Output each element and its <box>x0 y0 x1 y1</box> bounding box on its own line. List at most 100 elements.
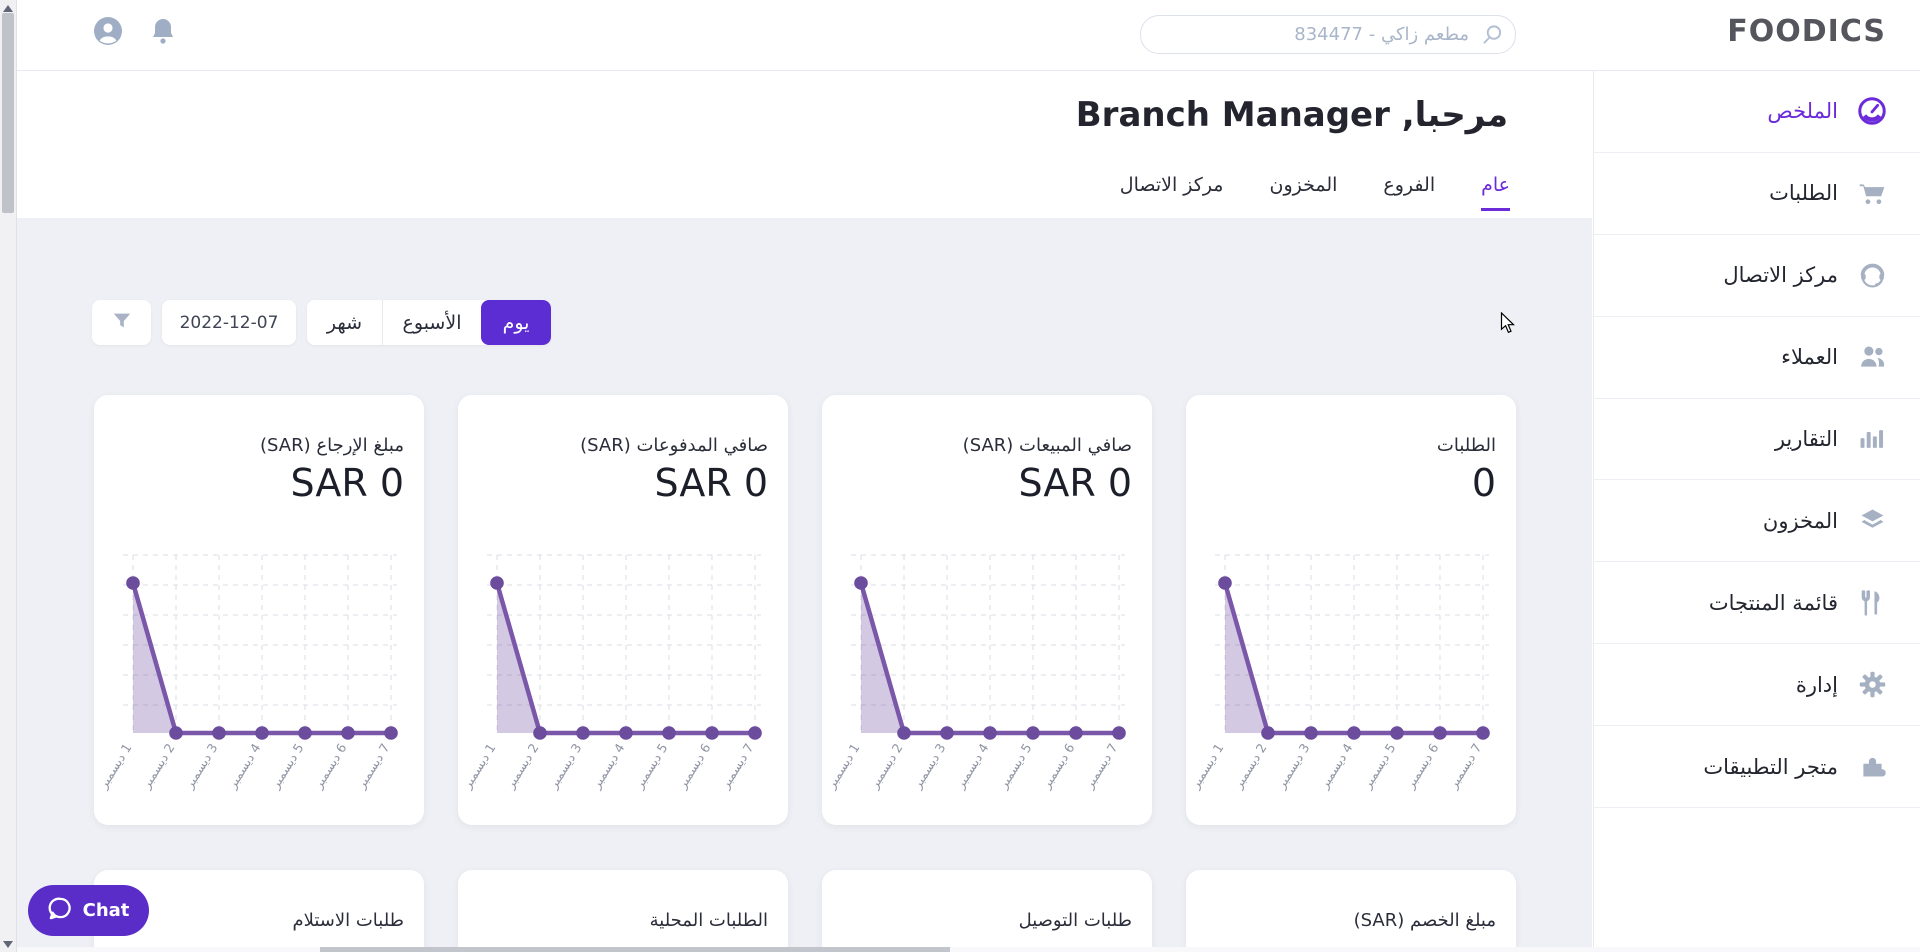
stat-card-2: صافي المدفوعات (SAR) SAR 0 1 ديسمبر 2 ديسمب… <box>458 395 788 825</box>
x-axis-label: 1 ديسمبر <box>823 741 864 793</box>
sidebar-item-label: مركز الاتصال <box>1723 263 1838 288</box>
cart-icon <box>1855 176 1889 210</box>
sidebar-item-label: متجر التطبيقات <box>1703 754 1838 779</box>
x-axis-label: 7 ديسمبر <box>1081 741 1122 793</box>
utensils-icon <box>1855 586 1889 620</box>
scroll-down-arrow[interactable] <box>3 941 13 948</box>
search-input[interactable] <box>1140 15 1516 54</box>
sidebar-item-0[interactable]: الملخص <box>1594 71 1920 153</box>
stat-card-value: SAR 0 <box>290 461 404 505</box>
stat-card-title: صافي المدفوعات (SAR) <box>580 435 768 456</box>
sidebar-item-label: المخزون <box>1762 508 1838 533</box>
sidebar: الملخص الطلبات مركز الاتصال العملاء التقارير… <box>1593 71 1920 952</box>
x-axis-label: 5 ديسمبر <box>1359 741 1400 793</box>
chat-button[interactable]: Chat <box>28 885 149 936</box>
tab-1[interactable]: الفروع <box>1383 174 1436 196</box>
stat-card-value: SAR 0 <box>654 461 768 505</box>
sidebar-item-label: الملخص <box>1767 99 1838 124</box>
stat-card-title: صافي المبيعات (SAR) <box>962 435 1132 456</box>
horizontal-scrollbar-thumb[interactable] <box>320 947 950 952</box>
x-axis-label: 7 ديسمبر <box>1445 741 1486 793</box>
chat-label: Chat <box>82 900 130 921</box>
sidebar-item-label: العملاء <box>1781 345 1838 370</box>
x-axis-label: 6 ديسمبر <box>310 741 351 793</box>
vertical-scrollbar-thumb[interactable] <box>2 13 14 213</box>
avatar-icon[interactable] <box>93 16 123 46</box>
main-area: مرحبا, Branch Manager عام الفروع المخزون مر… <box>0 71 1592 952</box>
stat-card-title: الطلبات <box>1436 435 1496 456</box>
sidebar-item-4[interactable]: التقارير <box>1594 399 1920 481</box>
filter-row: 2022-12-07 يوم الأسبوع شهر <box>92 300 551 345</box>
search-icon <box>1482 24 1503 45</box>
period-button-2[interactable]: شهر <box>307 300 383 345</box>
period-button-0[interactable]: يوم <box>481 300 551 345</box>
x-axis-label: 1 ديسمبر <box>459 741 500 793</box>
x-axis-label: 5 ديسمبر <box>267 741 308 793</box>
horizontal-scrollbar <box>17 947 1920 952</box>
sidebar-item-5[interactable]: المخزون <box>1594 480 1920 563</box>
tab-bar: عام الفروع المخزون مركز الاتصال <box>1120 174 1510 211</box>
mini-area-chart: 1 ديسمبر 2 ديسمبر 3 ديسمبر 4 ديسمبر 5 ديسمبر… <box>1187 554 1490 793</box>
funnel-icon <box>111 310 133 336</box>
x-axis-label: 5 ديسمبر <box>995 741 1036 793</box>
layers-icon <box>1855 504 1889 538</box>
gear-icon <box>1855 668 1889 702</box>
x-axis-label: 3 ديسمبر <box>909 741 950 793</box>
x-axis-label: 3 ديسمبر <box>181 741 222 793</box>
tab-0[interactable]: عام <box>1481 174 1510 211</box>
x-axis-label: 6 ديسمبر <box>1402 741 1443 793</box>
x-axis-label: 5 ديسمبر <box>631 741 672 793</box>
stat-card-row2-3: طلبات الاستلام <box>94 870 424 952</box>
mini-area-chart: 1 ديسمبر 2 ديسمبر 3 ديسمبر 4 ديسمبر 5 ديسمبر… <box>459 554 762 793</box>
stat-card-1: صافي المبيعات (SAR) SAR 0 1 ديسمبر 2 ديسمبر… <box>822 395 1152 825</box>
sidebar-item-6[interactable]: قائمة المنتجات <box>1594 562 1920 645</box>
period-button-1[interactable]: الأسبوع <box>383 300 481 345</box>
bell-icon[interactable] <box>148 16 178 46</box>
sidebar-item-label: التقارير <box>1774 427 1838 451</box>
sidebar-item-2[interactable]: مركز الاتصال <box>1594 235 1920 317</box>
tab-3[interactable]: مركز الاتصال <box>1119 174 1224 196</box>
stat-card-row2-2: الطلبات المحلية <box>458 870 788 952</box>
x-axis-label: 2 ديسمبر <box>1230 741 1271 793</box>
sidebar-item-label: قائمة المنتجات <box>1708 590 1838 615</box>
stat-card-title: مبلغ الإرجاع (SAR) <box>259 435 404 456</box>
mini-area-chart: 1 ديسمبر 2 ديسمبر 3 ديسمبر 4 ديسمبر 5 ديسمبر… <box>823 554 1126 793</box>
stat-card-0: الطلبات 0 1 ديسمبر 2 ديسمبر 3 ديسمبر 4 ديسمبر… <box>1186 395 1516 825</box>
bar-chart-icon <box>1855 422 1889 456</box>
chat-bubble-icon <box>48 896 73 926</box>
sidebar-item-7[interactable]: إدارة <box>1594 644 1920 727</box>
speedometer-icon <box>1855 94 1889 128</box>
stat-card-title: طلبات الاستلام <box>292 910 404 931</box>
sidebar-item-1[interactable]: الطلبات <box>1594 153 1920 235</box>
x-axis-label: 7 ديسمبر <box>353 741 394 793</box>
scroll-up-arrow[interactable] <box>3 5 13 12</box>
x-axis-label: 6 ديسمبر <box>674 741 715 793</box>
sidebar-item-8[interactable]: متجر التطبيقات <box>1594 726 1920 809</box>
x-axis-label: 6 ديسمبر <box>1038 741 1079 793</box>
puzzle-icon <box>1855 750 1889 784</box>
stat-card-row2-0: مبلغ الخصم (SAR) <box>1186 870 1516 952</box>
sidebar-item-label: الطلبات <box>1769 181 1838 206</box>
sidebar-item-label: إدارة <box>1795 672 1838 697</box>
filter-button[interactable] <box>92 300 151 345</box>
search-field <box>1140 15 1516 54</box>
sidebar-item-3[interactable]: العملاء <box>1594 317 1920 399</box>
stat-card-value: SAR 0 <box>1018 461 1132 505</box>
period-segmented-control: يوم الأسبوع شهر <box>307 300 551 345</box>
x-axis-label: 4 ديسمبر <box>224 741 265 793</box>
x-axis-label: 2 ديسمبر <box>502 741 543 793</box>
stat-card-title: الطلبات المحلية <box>649 910 768 931</box>
x-axis-label: 1 ديسمبر <box>95 741 136 793</box>
date-picker-button[interactable]: 2022-12-07 <box>162 300 296 345</box>
tab-2[interactable]: المخزون <box>1269 174 1338 196</box>
vertical-scrollbar <box>0 0 17 952</box>
x-axis-label: 4 ديسمبر <box>588 741 629 793</box>
x-axis-label: 4 ديسمبر <box>1316 741 1357 793</box>
mini-area-chart: 1 ديسمبر 2 ديسمبر 3 ديسمبر 4 ديسمبر 5 ديسمبر… <box>95 554 398 793</box>
headset-icon <box>1855 258 1889 292</box>
x-axis-label: 3 ديسمبر <box>545 741 586 793</box>
foodics-logo: FOODICS <box>1727 14 1886 49</box>
stat-card-row2-1: طلبات التوصيل <box>822 870 1152 952</box>
x-axis-label: 1 ديسمبر <box>1187 741 1228 793</box>
topbar: FOODICS <box>0 0 1920 71</box>
